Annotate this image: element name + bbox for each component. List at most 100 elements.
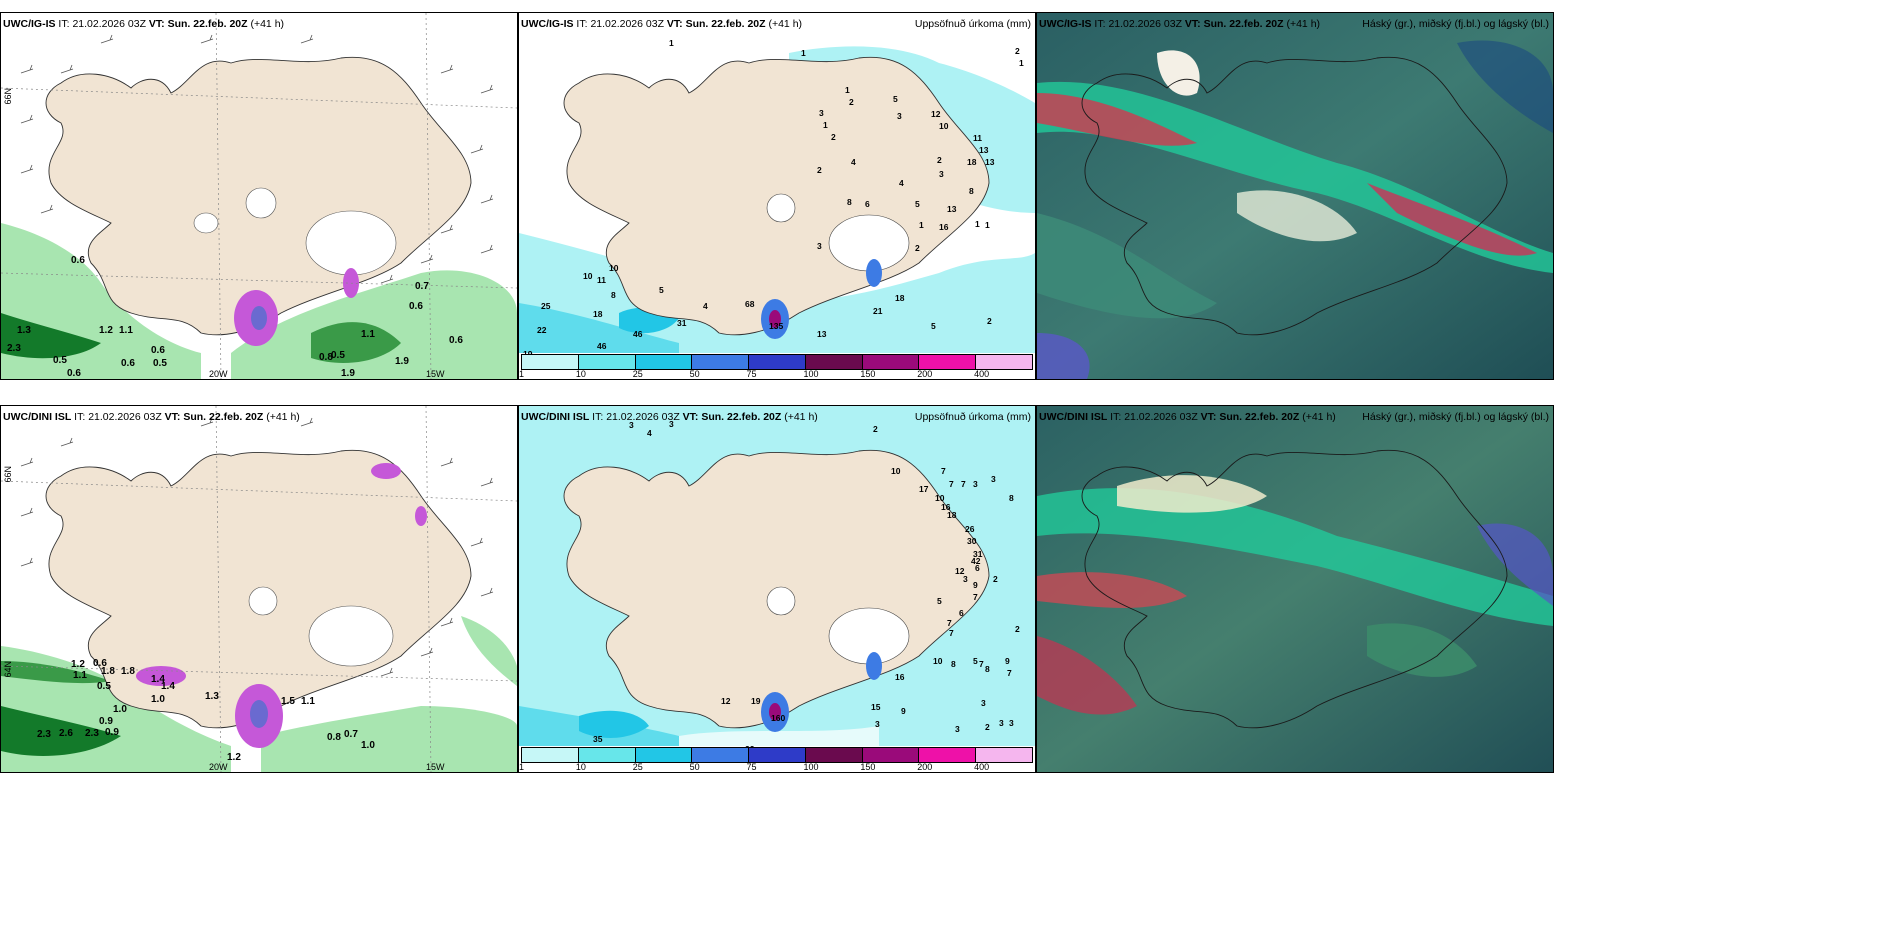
colorbar-segment (635, 355, 693, 369)
lon-label: 15W (426, 369, 445, 379)
wind-value: 0.6 (449, 335, 463, 346)
wind-value: 1.9 (341, 368, 355, 379)
wind-value: 2.6 (59, 728, 73, 739)
precip-value: 12 (955, 566, 965, 576)
colorbar-tick: 10 (575, 369, 586, 379)
precip-value: 18 (967, 157, 977, 167)
lat-label: 66N (3, 88, 13, 105)
wind-value: 1.0 (151, 694, 165, 705)
precip-value: 1 (975, 219, 980, 229)
lon-label: 20W (209, 762, 228, 772)
colorbar-segment (976, 748, 1033, 762)
lon-label: 20W (209, 369, 228, 379)
cloud-map-dini (1037, 406, 1553, 772)
colorbar-segment (749, 355, 806, 369)
precip-value: 11 (973, 133, 982, 143)
precip-value: 19 (751, 696, 761, 706)
wind-value: 0.6 (409, 301, 423, 312)
colorbar-tick: 25 (632, 762, 643, 772)
colorbar-segment (692, 748, 750, 762)
precip-value: 7 (949, 479, 954, 489)
precip-value: 8 (611, 290, 616, 300)
precip-value: 46 (597, 341, 607, 351)
colorbar-tick: 100 (803, 762, 819, 772)
precip-value: 35 (593, 734, 603, 744)
precip-value: 1 (669, 38, 674, 48)
precip-value: 9 (1005, 656, 1010, 666)
precip-value: 2 (873, 424, 878, 434)
precip-value: 5 (915, 199, 920, 209)
precip-value: 2 (993, 574, 998, 584)
precip-value: 3 (669, 419, 674, 429)
precip-value: 16 (895, 672, 905, 682)
wind-value: 0.9 (105, 727, 119, 738)
colorbar-tick: 50 (689, 762, 700, 772)
precip-value: 8 (969, 186, 974, 196)
colorbar (521, 747, 1033, 763)
precip-value: 12 (721, 696, 731, 706)
wind-value: 0.6 (121, 358, 135, 369)
wind-value: 1.2 (227, 752, 241, 763)
precip-value: 3 (939, 169, 944, 179)
wind-value: 0.8 (319, 352, 333, 363)
wind-value: 1.4 (161, 681, 175, 692)
colorbar-segment (805, 748, 863, 762)
precip-value: 5 (893, 94, 898, 104)
iceland-outline (1081, 56, 1508, 336)
precip-value: 3 (981, 698, 986, 708)
precip-value: 7 (949, 628, 954, 638)
wind-value: 0.5 (97, 681, 111, 692)
precip-value: 13 (947, 204, 957, 214)
colorbar-tick: 150 (860, 369, 876, 379)
precip-value: 1 (919, 220, 924, 230)
wind-value: 1.5 (281, 696, 295, 707)
precip-value: 3 (955, 724, 960, 734)
wind-value: 1.3 (205, 691, 219, 702)
precip-value: 10 (933, 656, 943, 666)
precip-value: 8 (847, 197, 852, 207)
colorbar (521, 354, 1033, 370)
precip-value: 2 (937, 155, 942, 165)
precip-value: 4 (703, 301, 708, 311)
precip-value: 26 (965, 524, 975, 534)
precip-value: 9 (973, 580, 978, 590)
wind-value: 1.3 (17, 325, 31, 336)
precip-value: 31 (973, 549, 983, 559)
wind-value: 0.7 (344, 729, 358, 740)
panel-header: UWC/IG-IS IT: 21.02.2026 03Z VT: Sun. 22… (521, 18, 803, 30)
precip-value: 3 (819, 108, 824, 118)
green-area-south (231, 270, 517, 379)
precip-map-igis (519, 13, 1035, 353)
wind-value: 1.8 (121, 666, 135, 677)
precip-value: 3 (999, 718, 1004, 728)
precip-value: 2 (915, 243, 920, 253)
cloud-map-igis (1037, 13, 1553, 379)
panel-header: UWC/IG-IS IT: 21.02.2026 03Z VT: Sun. 22… (1039, 18, 1321, 30)
precip-value: 1 (845, 85, 850, 95)
precip-value: 3 (963, 574, 968, 584)
panel-header: UWC/IG-IS IT: 21.02.2026 03Z VT: Sun. 22… (3, 18, 285, 30)
wind-value: 1.2 (71, 659, 85, 670)
precip-value: 2 (1015, 624, 1020, 634)
wind-value: 0.7 (415, 281, 429, 292)
wind-value: 2.3 (37, 729, 51, 740)
precip-title: Uppsöfnuð úrkoma (mm) (914, 411, 1031, 423)
wind-value: 1.0 (113, 704, 127, 715)
precip-value: 2 (985, 722, 990, 732)
precip-value: 1 (801, 48, 806, 58)
wind-value: 2.3 (85, 728, 99, 739)
wind-value: 0.6 (93, 658, 107, 669)
precip-value: 2 (987, 316, 992, 326)
precip-value: 5 (931, 321, 936, 331)
precip-value: 7 (973, 592, 978, 602)
colorbar-segment (919, 355, 977, 369)
colorbar-tick: 50 (689, 369, 700, 379)
precip-value: 4 (647, 428, 652, 438)
precip-value: 10 (935, 493, 945, 503)
precip-value: 4 (899, 178, 904, 188)
wind-value: 1.8 (101, 666, 115, 677)
precip-value: 7 (1007, 668, 1012, 678)
precip-value: 2 (817, 165, 822, 175)
colorbar-segment (862, 748, 920, 762)
colorbar-segment (692, 355, 750, 369)
